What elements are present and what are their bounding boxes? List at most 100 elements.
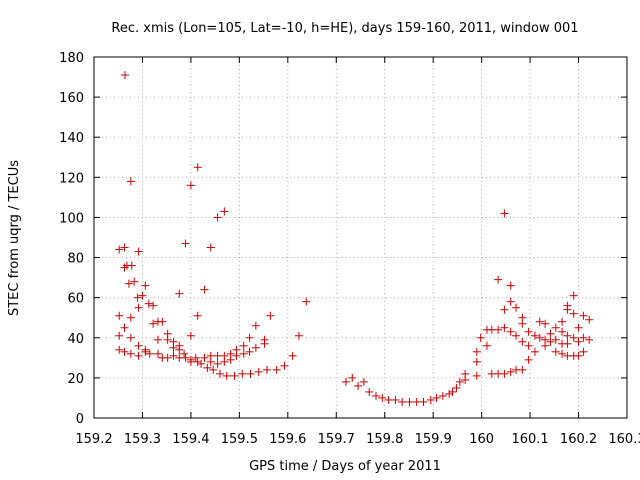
data-point	[398, 397, 407, 406]
data-point	[506, 327, 515, 336]
y-tick-label: 120	[59, 171, 84, 186]
data-point	[126, 313, 135, 322]
data-point	[181, 353, 190, 362]
y-tick-label: 60	[67, 292, 84, 307]
data-point	[186, 355, 195, 364]
data-point	[175, 341, 184, 350]
data-point	[200, 285, 209, 294]
data-point	[186, 331, 195, 340]
data-point	[563, 305, 572, 314]
data-point	[535, 333, 544, 342]
data-point	[124, 279, 133, 288]
data-point	[144, 299, 153, 308]
data-point	[158, 317, 167, 326]
data-point	[294, 331, 303, 340]
data-point	[186, 181, 195, 190]
data-point	[524, 341, 533, 350]
y-tick-label: 160	[59, 91, 84, 106]
data-point	[141, 281, 150, 290]
data-point	[391, 395, 400, 404]
data-point	[518, 319, 527, 328]
data-point	[530, 347, 539, 356]
data-point	[120, 243, 129, 252]
data-point	[206, 243, 215, 252]
y-tick-label: 100	[59, 211, 84, 226]
x-axis-tick-labels: 159.2 159.3 159.4 159.5 159.6 159.7 159.8 159.9…	[75, 432, 640, 447]
data-point	[215, 369, 224, 378]
data-point	[546, 329, 555, 338]
data-point	[126, 177, 135, 186]
data-point	[500, 209, 509, 218]
data-point	[213, 351, 222, 360]
data-point	[191, 353, 200, 362]
axis-ticks	[93, 56, 628, 419]
data-point	[153, 335, 162, 344]
data-point	[448, 387, 457, 396]
data-point	[452, 383, 461, 392]
data-point	[585, 335, 594, 344]
data-point	[563, 331, 572, 340]
chart-title: Rec. xmis (Lon=105, Lat=-10, h=HE), days…	[111, 21, 578, 36]
data-point	[558, 327, 567, 336]
data-point	[180, 349, 189, 358]
data-point	[153, 349, 162, 358]
x-tick-label: 160.2	[560, 432, 597, 447]
data-point	[518, 337, 527, 346]
data-point	[169, 343, 178, 352]
data-point	[585, 315, 594, 324]
data-point	[500, 369, 509, 378]
y-tick-label: 20	[67, 372, 84, 387]
x-tick-label: 159.4	[172, 432, 209, 447]
data-point	[130, 277, 139, 286]
data-point	[384, 395, 393, 404]
data-point	[494, 275, 503, 284]
data-point	[213, 213, 222, 222]
data-point	[412, 397, 421, 406]
data-point	[535, 317, 544, 326]
x-tick-label: 159.3	[124, 432, 161, 447]
data-point	[193, 357, 202, 366]
data-point	[372, 391, 381, 400]
data-point	[419, 397, 428, 406]
y-axis-tick-labels: 0 20 40 60 80 100 120 140 160 180	[59, 51, 84, 427]
data-point	[574, 351, 583, 360]
data-point	[558, 349, 567, 358]
data-point	[455, 377, 464, 386]
data-point	[260, 335, 269, 344]
data-point	[181, 239, 190, 248]
data-point	[120, 347, 129, 356]
data-point	[341, 377, 350, 386]
data-point	[574, 337, 583, 346]
data-point	[232, 351, 241, 360]
data-point	[245, 347, 254, 356]
data-point	[239, 341, 248, 350]
data-point	[115, 331, 124, 340]
data-point	[426, 395, 435, 404]
data-point	[569, 333, 578, 342]
data-point	[506, 281, 515, 290]
data-point	[254, 367, 263, 376]
data-point	[175, 289, 184, 298]
data-point	[126, 349, 135, 358]
data-point	[518, 365, 527, 374]
data-point	[246, 369, 255, 378]
data-point	[500, 305, 509, 314]
data-points	[115, 71, 594, 406]
data-point	[472, 371, 481, 380]
plot-area	[93, 56, 628, 419]
y-tick-label: 180	[59, 51, 84, 66]
data-point	[134, 303, 143, 312]
data-point	[251, 343, 260, 352]
data-point	[541, 319, 550, 328]
data-point	[558, 317, 567, 326]
data-point	[438, 391, 447, 400]
y-tick-label: 40	[67, 332, 84, 347]
data-point	[145, 349, 154, 358]
data-point	[134, 341, 143, 350]
data-point	[530, 331, 539, 340]
data-point	[365, 387, 374, 396]
data-point	[354, 381, 363, 390]
data-point	[134, 351, 143, 360]
y-tick-label: 0	[76, 412, 84, 427]
